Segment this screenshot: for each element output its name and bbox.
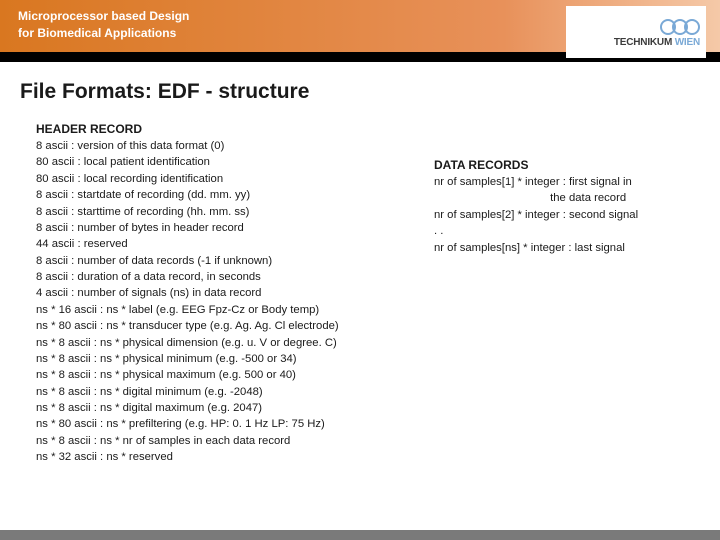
header-record-line: 8 ascii : starttime of recording (hh. mm… <box>36 204 416 220</box>
header-record-line: 8 ascii : duration of a data record, in … <box>36 269 416 285</box>
footer-strip <box>0 530 720 540</box>
header-record-heading: HEADER RECORD <box>36 122 416 136</box>
header-course-title: Microprocessor based Design for Biomedic… <box>18 8 189 42</box>
header-line2: for Biomedical Applications <box>18 25 189 42</box>
header-record-column: HEADER RECORD 8 ascii : version of this … <box>36 122 416 466</box>
header-record-line: 80 ascii : local patient identification <box>36 154 416 170</box>
header-record-line: ns * 8 ascii : ns * physical dimension (… <box>36 335 416 351</box>
data-record-line: nr of samples[1] * integer : first signa… <box>434 174 684 190</box>
page-title: File Formats: EDF - structure <box>20 80 700 104</box>
header-record-line: 8 ascii : startdate of recording (dd. mm… <box>36 187 416 203</box>
header-record-line: 80 ascii : local recording identificatio… <box>36 171 416 187</box>
title-area: File Formats: EDF - structure <box>0 62 720 112</box>
data-record-line: nr of samples[2] * integer : second sign… <box>434 207 684 223</box>
header-record-line: ns * 80 ascii : ns * prefiltering (e.g. … <box>36 416 416 432</box>
header-record-line: 44 ascii : reserved <box>36 236 416 252</box>
header-record-line: ns * 32 ascii : ns * reserved <box>36 449 416 465</box>
content-columns: HEADER RECORD 8 ascii : version of this … <box>0 112 720 466</box>
data-record-line: nr of samples[ns] * integer : last signa… <box>434 240 684 256</box>
data-record-line: . . <box>434 223 684 239</box>
header-record-line: 8 ascii : number of bytes in header reco… <box>36 220 416 236</box>
header-record-line: ns * 8 ascii : ns * physical maximum (e.… <box>36 367 416 383</box>
logo-text-main: TECHNIKUM WIEN <box>614 37 700 48</box>
header-record-line: ns * 8 ascii : ns * physical minimum (e.… <box>36 351 416 367</box>
header-record-line: ns * 8 ascii : ns * nr of samples in eac… <box>36 433 416 449</box>
data-record-line: the data record <box>434 190 684 206</box>
data-records-lines: nr of samples[1] * integer : first signa… <box>434 174 684 256</box>
header-line1: Microprocessor based Design <box>18 8 189 25</box>
logo-icon <box>660 16 700 38</box>
header-record-lines: 8 ascii : version of this data format (0… <box>36 138 416 466</box>
header-record-line: 4 ascii : number of signals (ns) in data… <box>36 285 416 301</box>
header-record-line: ns * 8 ascii : ns * digital maximum (e.g… <box>36 400 416 416</box>
header-record-line: ns * 8 ascii : ns * digital minimum (e.g… <box>36 384 416 400</box>
header-record-line: ns * 16 ascii : ns * label (e.g. EEG Fpz… <box>36 302 416 318</box>
logo-region: TECHNIKUM WIEN <box>566 6 706 58</box>
data-records-heading: DATA RECORDS <box>434 158 684 172</box>
header-record-line: 8 ascii : number of data records (-1 if … <box>36 253 416 269</box>
header-record-line: ns * 80 ascii : ns * transducer type (e.… <box>36 318 416 334</box>
header-record-line: 8 ascii : version of this data format (0… <box>36 138 416 154</box>
data-records-column: DATA RECORDS nr of samples[1] * integer … <box>434 122 684 466</box>
